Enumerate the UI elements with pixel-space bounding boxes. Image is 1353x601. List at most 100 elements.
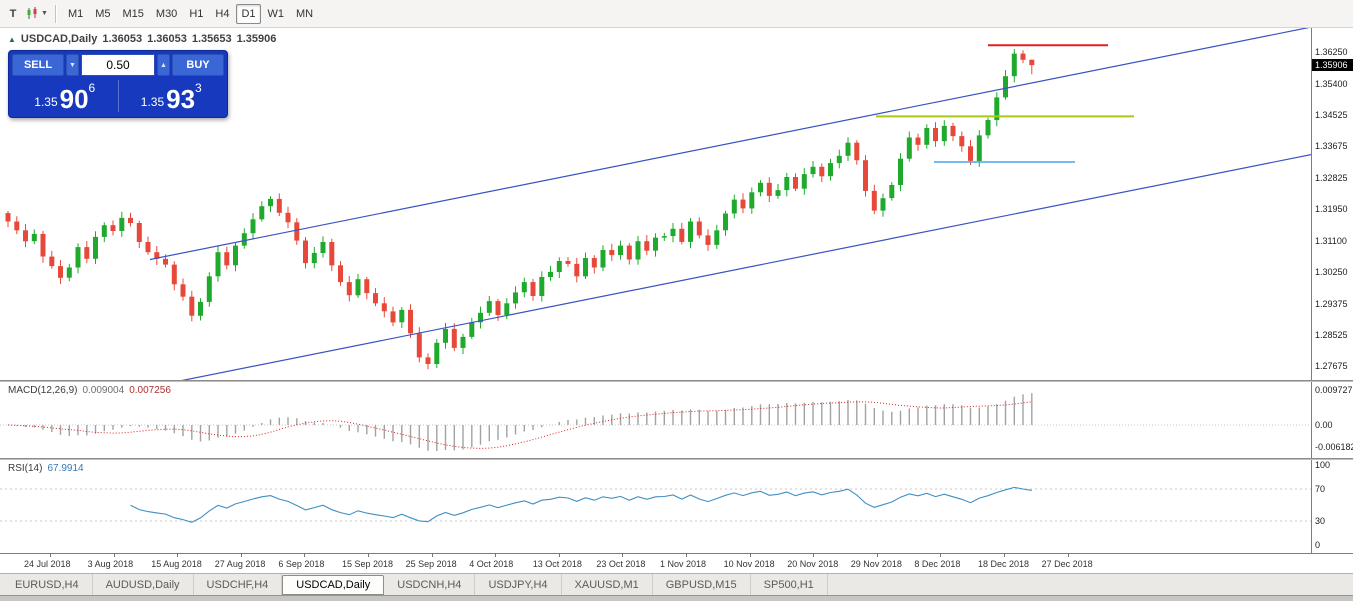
price-axis[interactable]: 1.36250 1.35400 1.34525 1.33675 1.32825 1.319… [1311, 28, 1353, 380]
macd-main-value: 0.009004 [82, 385, 125, 396]
chart-tab-usdcnh-h4[interactable]: USDCNH,H4 [384, 574, 476, 595]
macd-title: MACD(12,26,9) 0.009004 0.007256 [8, 385, 171, 396]
date-axis-label: 15 Sep 2018 [342, 559, 394, 569]
date-axis[interactable]: 24 Jul 2018 3 Aug 2018 15 Aug 2018 27 Aug 2… [0, 553, 1353, 573]
chart-tab-sp500-h1[interactable]: SP500,H1 [751, 574, 828, 595]
volume-increase-button[interactable]: ▲ [157, 54, 170, 76]
timeframe-button-h1[interactable]: H1 [189, 7, 204, 20]
price-axis-label: 1.33675 [1315, 141, 1348, 151]
price-axis-label: 1.28525 [1315, 330, 1348, 340]
chart-tab-xauusd-m1[interactable]: XAUUSD,M1 [562, 574, 653, 595]
macd-axis-label: 0.009727 [1315, 385, 1353, 395]
ohlc-low: 1.35653 [191, 33, 232, 45]
rsi-value: 67.9914 [47, 463, 84, 474]
price-axis-label: 1.36250 [1315, 47, 1348, 57]
rsi-axis-label: 0 [1315, 540, 1321, 550]
date-tick [749, 554, 751, 557]
buy-price-big: 93 [166, 84, 196, 114]
timeframe-button-m30[interactable]: M30 [155, 7, 178, 20]
trade-prices-row: 1.35 90 6 1.35 93 3 [12, 78, 224, 114]
rsi-value-axis[interactable]: 100 70 30 0 [1311, 460, 1353, 553]
sell-price-prefix: 1.35 [34, 95, 58, 109]
price-axis-label: 1.35400 [1315, 79, 1348, 89]
price-axis-label: 1.29375 [1315, 299, 1348, 309]
ohlc-open: 1.36053 [102, 33, 143, 45]
price-axis-label: 1.30250 [1315, 267, 1348, 277]
date-axis-label: 25 Sep 2018 [405, 559, 457, 569]
date-tick [495, 554, 497, 557]
date-axis-label: 10 Nov 2018 [723, 559, 775, 569]
macd-axis-label: 0.00 [1315, 420, 1333, 430]
chart-tabs-bar: EURUSD,H4 AUDUSD,Daily USDCHF,H4 USDCAD,Dai… [0, 573, 1353, 595]
macd-title-label: MACD(12,26,9) [8, 385, 78, 396]
rsi-axis-label: 30 [1315, 516, 1326, 526]
rsi-title: RSI(14) 67.9914 [8, 463, 84, 474]
macd-value-axis[interactable]: 0.009727 0.00 -0.006182 [1311, 382, 1353, 458]
chart-tab-usdcad-daily[interactable]: USDCAD,Daily [282, 575, 385, 595]
date-axis-label: 27 Aug 2018 [214, 559, 266, 569]
macd-signal-value: 0.007256 [129, 385, 171, 396]
sell-button[interactable]: SELL [12, 54, 64, 76]
date-axis-label: 24 Jul 2018 [24, 559, 71, 569]
price-divider [117, 80, 119, 112]
chart-tab-eurusd-h4[interactable]: EURUSD,H4 [2, 574, 93, 595]
timeframe-button-mn[interactable]: MN [296, 7, 314, 20]
current-price-tag: 1.35906 [1312, 59, 1353, 71]
date-tick [1067, 554, 1069, 557]
candles-glyph [27, 7, 37, 19]
macd-canvas[interactable] [0, 382, 1311, 458]
chart-tab-audusd-daily[interactable]: AUDUSD,Daily [93, 574, 194, 595]
template-icon[interactable]: T [3, 4, 23, 24]
timeframe-button-m5[interactable]: M5 [95, 7, 111, 20]
timeframe-toolbar: T ▼ M1 M5 M15 M30 H1 H4 D1 W1 MN [0, 0, 1353, 28]
sell-price-sup: 6 [88, 81, 96, 95]
date-axis-label: 13 Oct 2018 [532, 559, 582, 569]
date-tick [431, 554, 433, 557]
chart-tab-usdchf-h4[interactable]: USDCHF,H4 [194, 574, 283, 595]
chart-tab-usdjpy-h4[interactable]: USDJPY,H4 [475, 574, 562, 595]
date-axis-label: 15 Aug 2018 [151, 559, 202, 569]
timeframe-button-m15[interactable]: M15 [122, 7, 144, 20]
price-axis-label: 1.31950 [1315, 204, 1348, 214]
timeframe-button-h4[interactable]: H4 [215, 7, 230, 20]
date-tick [240, 554, 242, 557]
price-axis-label: 1.31100 [1315, 236, 1347, 246]
toolbar-separator [54, 4, 57, 23]
ohlc-close: 1.35906 [236, 33, 277, 45]
panel-splitter-rsi[interactable] [0, 458, 1353, 460]
price-axis-label: 1.27675 [1315, 361, 1348, 371]
panel-splitter-macd[interactable] [0, 380, 1353, 382]
buy-price[interactable]: 1.35 93 3 [119, 78, 225, 114]
trade-controls-row: SELL ▼ 0.50 ▲ BUY [12, 54, 224, 76]
chevron-down-icon: ▼ [41, 10, 48, 17]
timeframe-button-w1[interactable]: W1 [267, 7, 285, 20]
date-tick [558, 554, 560, 557]
buy-price-sup: 3 [195, 81, 202, 95]
date-tick [622, 554, 624, 557]
chart-title-symbol: USDCAD,Daily [20, 33, 98, 45]
date-axis-label: 3 Aug 2018 [87, 559, 134, 569]
buy-price-prefix: 1.35 [140, 95, 165, 109]
chart-tab-gbpusd-m15[interactable]: GBPUSD,M15 [653, 574, 751, 595]
volume-input[interactable]: 0.50 [81, 54, 155, 76]
timeframe-button-d1[interactable]: D1 [236, 3, 261, 24]
rsi-axis-label: 100 [1315, 460, 1331, 470]
timeframe-buttons: M1 M5 M15 M30 H1 H4 D1 W1 MN [62, 3, 319, 24]
sell-price[interactable]: 1.35 90 6 [12, 78, 118, 114]
candlestick-chart-icon[interactable]: ▼ [25, 4, 49, 24]
date-tick [177, 554, 179, 557]
rsi-title-label: RSI(14) [8, 463, 43, 474]
template-glyph: T [9, 7, 17, 20]
buy-button[interactable]: BUY [172, 54, 224, 76]
date-tick [1004, 554, 1005, 557]
date-axis-label: 4 Oct 2018 [469, 559, 514, 569]
rsi-canvas[interactable] [0, 460, 1311, 553]
date-axis-label: 29 Nov 2018 [850, 559, 902, 569]
macd-axis-label: -0.006182 [1315, 442, 1353, 452]
sell-price-big: 90 [59, 84, 89, 114]
volume-decrease-button[interactable]: ▼ [66, 54, 79, 76]
chart-window: 1.36250 1.35400 1.34525 1.33675 1.32825 1.319… [0, 28, 1353, 553]
date-axis-label: 23 Oct 2018 [596, 559, 646, 569]
timeframe-button-m1[interactable]: M1 [67, 7, 84, 20]
